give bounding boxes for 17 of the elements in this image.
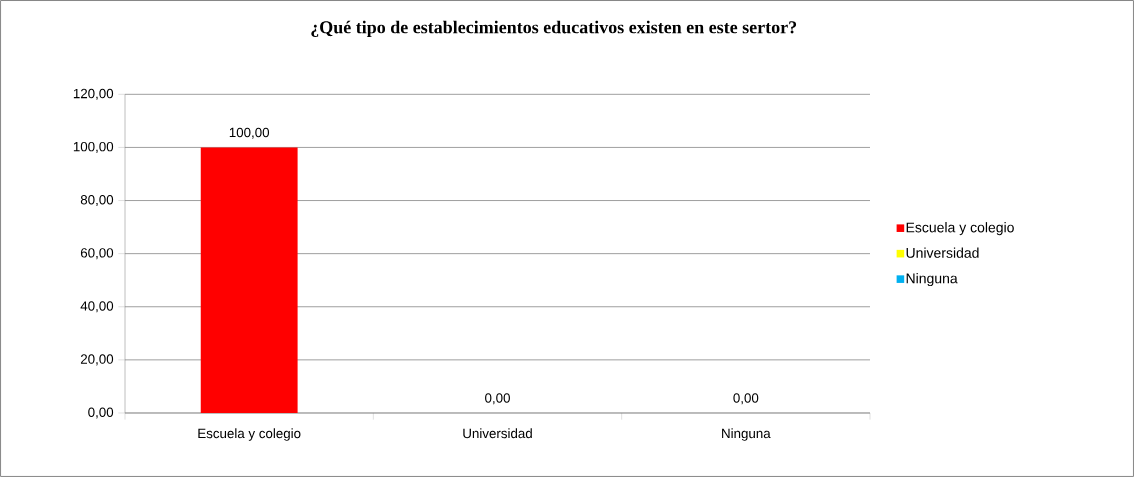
legend-label: Escuela y colegio <box>906 222 1014 236</box>
chart-title: ¿Qué tipo de establecimientos educativos existen en este sertor? <box>311 20 797 38</box>
data-label: 0,00 <box>733 393 759 405</box>
y-tick-label: 60,00 <box>80 248 114 260</box>
y-tick-label: 20,00 <box>80 354 114 366</box>
x-tick-label: Universidad <box>463 428 532 439</box>
y-tick-label: 120,00 <box>73 88 114 100</box>
x-tick-label: Ninguna <box>722 428 771 441</box>
legend-label: Ninguna <box>906 273 958 287</box>
y-tick-label: 0,00 <box>88 407 114 419</box>
y-tick-label: 100,00 <box>73 141 114 153</box>
data-label: 100,00 <box>229 127 270 139</box>
y-tick-label: 80,00 <box>80 195 114 207</box>
y-tick-label: 40,00 <box>80 301 114 313</box>
data-label: 0,00 <box>485 393 510 405</box>
x-tick-label: Escuela y colegio <box>198 428 301 441</box>
legend-label: Universidad <box>906 247 979 258</box>
